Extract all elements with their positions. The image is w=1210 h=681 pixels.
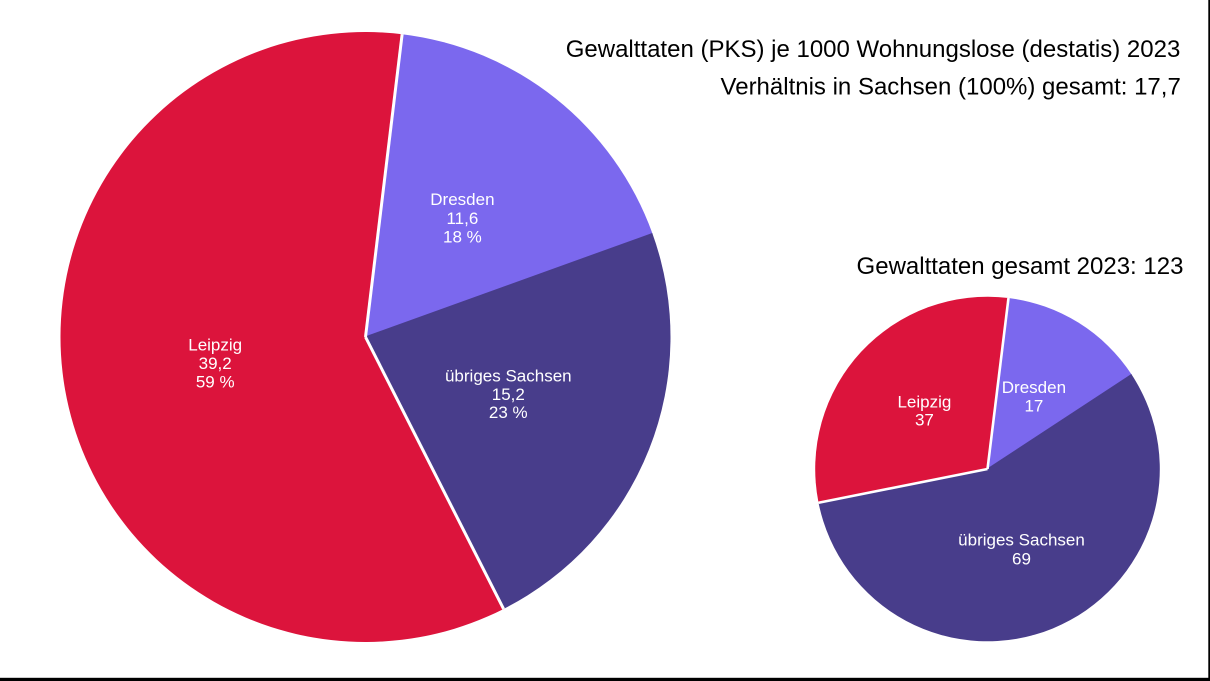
svg-text:59 %: 59 % (196, 373, 235, 392)
svg-text:18 %: 18 % (443, 228, 482, 247)
svg-text:Leipzig: Leipzig (897, 392, 951, 411)
svg-text:übriges Sachsen: übriges Sachsen (958, 531, 1085, 550)
svg-text:übriges Sachsen: übriges Sachsen (445, 367, 572, 386)
svg-text:Leipzig: Leipzig (188, 336, 242, 355)
svg-text:Dresden: Dresden (1002, 378, 1066, 397)
svg-text:Gewalttaten (PKS) je 1000 Wohn: Gewalttaten (PKS) je 1000 Wohnungslose (… (566, 36, 1181, 63)
svg-text:Dresden: Dresden (430, 190, 494, 209)
svg-text:23 %: 23 % (489, 403, 528, 422)
svg-text:17: 17 (1024, 397, 1043, 416)
svg-text:15,2: 15,2 (492, 385, 525, 404)
svg-text:69: 69 (1012, 549, 1031, 568)
svg-text:Gewalttaten gesamt 2023: 123: Gewalttaten gesamt 2023: 123 (857, 253, 1184, 280)
svg-text:37: 37 (915, 410, 934, 429)
svg-text:39,2: 39,2 (199, 354, 232, 373)
svg-text:Verhältnis in Sachsen (100%) g: Verhältnis in Sachsen (100%) gesamt: 17,… (721, 74, 1181, 101)
svg-text:11,6: 11,6 (446, 209, 478, 228)
